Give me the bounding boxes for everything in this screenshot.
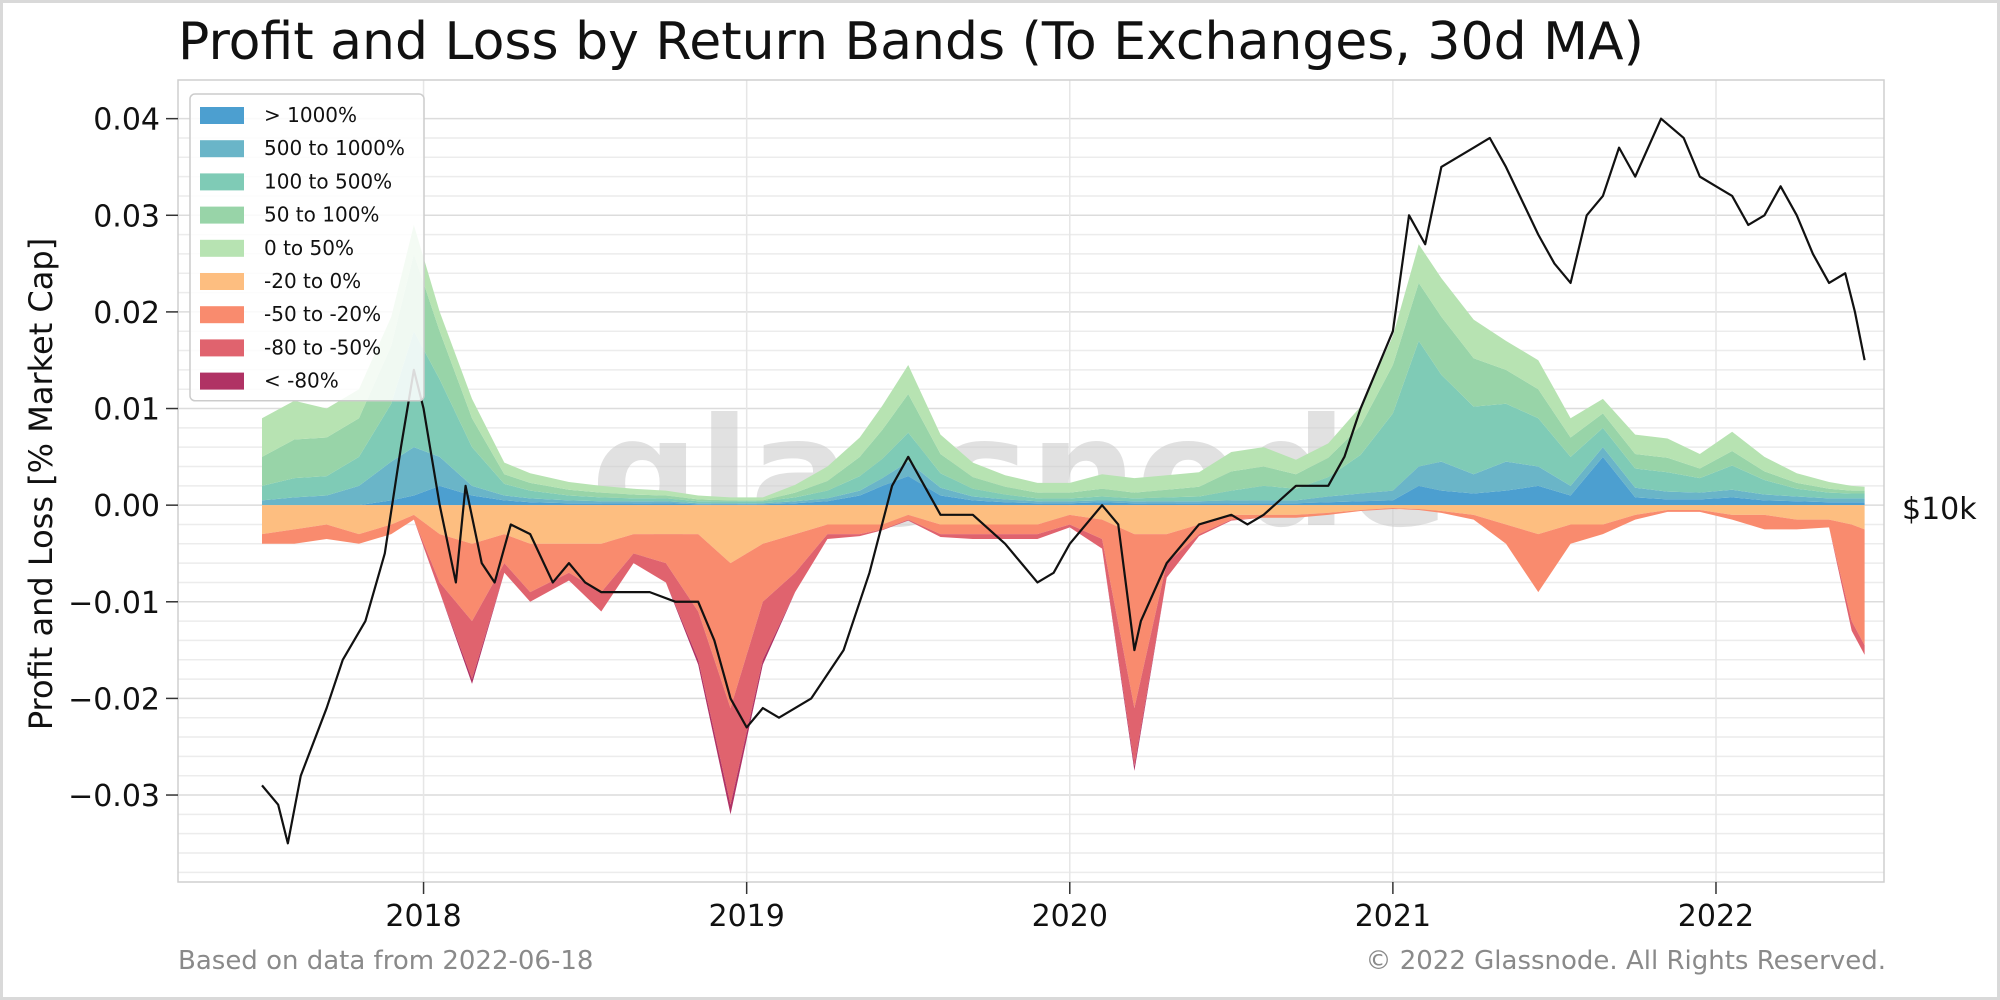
legend-label: > 1000% bbox=[264, 103, 357, 127]
x-tick-label: 2019 bbox=[708, 899, 784, 934]
stacked-areas bbox=[262, 224, 1865, 815]
legend-label: -20 to 0% bbox=[264, 269, 361, 293]
y-tick-label: −0.03 bbox=[68, 779, 160, 814]
y-tick-label: 0.04 bbox=[93, 103, 160, 138]
legend-swatch bbox=[200, 173, 244, 191]
footer-source: Based on data from 2022-06-18 bbox=[178, 946, 594, 976]
legend-label: < -80% bbox=[264, 369, 339, 393]
y-tick-label: 0.02 bbox=[93, 296, 160, 331]
x-tick-label: 2022 bbox=[1678, 899, 1754, 934]
y-axis-label: Profit and Loss [% Market Cap] bbox=[22, 238, 60, 730]
legend-swatch bbox=[200, 372, 244, 390]
area-1000 bbox=[262, 456, 1865, 506]
x-tick-label: 2020 bbox=[1032, 899, 1108, 934]
area-50-to-20 bbox=[262, 508, 1865, 709]
area-20-to-0 bbox=[262, 505, 1865, 564]
legend-label: -80 to -50% bbox=[264, 335, 381, 359]
legend-swatch bbox=[200, 107, 244, 124]
legend-label: 100 to 500% bbox=[264, 169, 392, 193]
price-line-layer bbox=[261, 117, 1866, 845]
y-tick-label: 0.01 bbox=[93, 393, 160, 428]
legend-swatch bbox=[200, 206, 244, 224]
legend-swatch bbox=[200, 306, 244, 324]
legend-label: 50 to 100% bbox=[264, 203, 379, 227]
legend-label: 0 to 50% bbox=[264, 236, 354, 260]
legend-swatch bbox=[200, 239, 244, 257]
legend-label: 500 to 1000% bbox=[264, 136, 405, 160]
legend-swatch bbox=[200, 273, 244, 290]
legend: > 1000% 500 to 1000% 100 to 500% 50 to 100%… bbox=[189, 93, 425, 402]
y-tick-label: 0.00 bbox=[93, 489, 160, 524]
y-tick-label: −0.02 bbox=[68, 682, 160, 717]
legend-label: -50 to -20% bbox=[264, 302, 381, 326]
legend-swatch bbox=[200, 140, 244, 158]
plot-border bbox=[177, 79, 1885, 883]
x-tick-labels: 2018 2019 2020 2021 2022 bbox=[385, 882, 1754, 934]
y-tick-label: −0.01 bbox=[68, 586, 160, 621]
right-axis-label: $10k bbox=[1902, 492, 1977, 527]
area-100-to-500 bbox=[262, 331, 1865, 504]
chart-title: Profit and Loss by Return Bands (To Exch… bbox=[178, 12, 1644, 72]
x-tick-label: 2018 bbox=[385, 899, 461, 934]
axes bbox=[177, 79, 1885, 883]
y-tick-label: 0.03 bbox=[93, 199, 160, 234]
footer-copyright: © 2022 Glassnode. All Rights Reserved. bbox=[1365, 946, 1886, 976]
x-tick-label: 2021 bbox=[1355, 899, 1431, 934]
y-tick-labels: 0.04 0.03 0.02 0.01 0.00 −0.01 −0.02 −0.03 bbox=[68, 103, 178, 814]
legend-swatch bbox=[200, 339, 244, 357]
area-500-to-1000 bbox=[262, 447, 1865, 506]
legend-box bbox=[189, 93, 425, 402]
price-line bbox=[261, 117, 1866, 845]
